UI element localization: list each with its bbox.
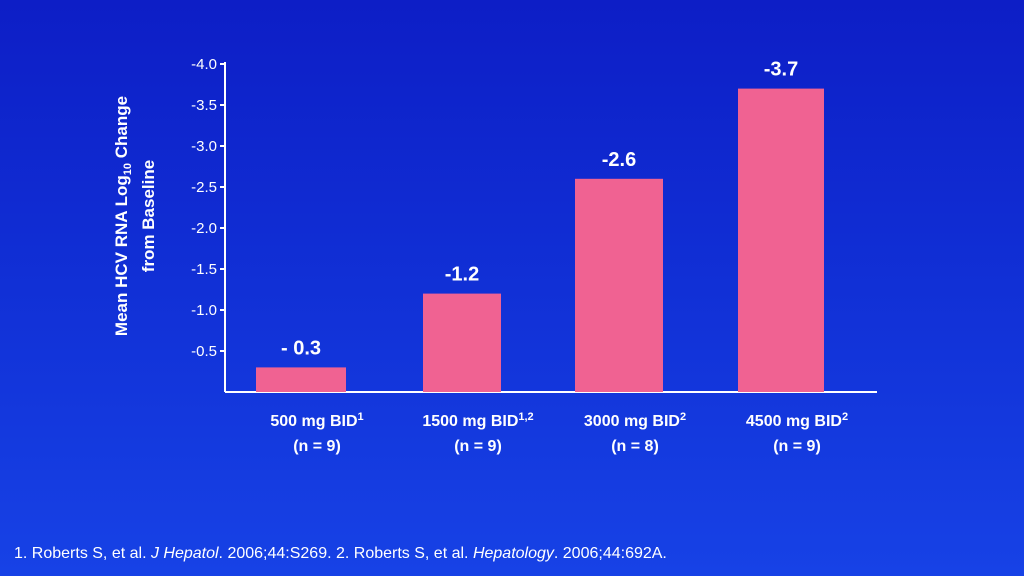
y-tick-label: -3.0 (191, 138, 217, 155)
reference-1-authors: 1. Roberts S, et al. (14, 545, 151, 562)
references-footnote: 1. Roberts S, et al. J Hepatol. 2006;44:… (14, 545, 667, 563)
y-tick-label: -1.5 (191, 261, 217, 278)
bar-value-label: -3.7 (764, 59, 798, 81)
reference-2-journal: Hepatology (472, 545, 554, 562)
labels: - 0.3 500 mg BID1 (n = 9) -1.2 1500 mg BID1,… (270, 59, 848, 455)
bar (738, 88, 824, 392)
y-tick-label: -3.5 (191, 97, 217, 114)
y-tick-label: -0.5 (191, 343, 217, 360)
category-label: 3000 mg BID2 (584, 411, 686, 430)
bar-value-label: -2.6 (602, 149, 636, 171)
y-axis-label-main: Mean HCV RNA Log (112, 175, 131, 336)
category-n-label: (n = 9) (454, 438, 502, 455)
y-axis-label-line2: from Baseline (139, 160, 158, 272)
bars (256, 88, 824, 392)
category-label: 500 mg BID1 (270, 411, 363, 430)
y-axis-label-line1: Mean HCV RNA Log10 Change (112, 96, 134, 336)
y-tick-label: -2.5 (191, 179, 217, 196)
y-axis-label: Mean HCV RNA Log10 Change from Baseline (112, 96, 158, 336)
category-label: 4500 mg BID2 (746, 411, 848, 430)
bar (256, 367, 346, 392)
y-tick-label: -1.0 (191, 302, 217, 319)
bar (423, 293, 501, 392)
reference-2-rest: . 2006;44:692A. (553, 545, 667, 562)
reference-1-journal: J Hepatol (150, 545, 219, 562)
y-tick-label: -4.0 (191, 56, 217, 73)
y-axis-label-subscript: 10 (122, 163, 134, 175)
bar (575, 178, 663, 392)
y-tick-label: -2.0 (191, 220, 217, 237)
category-n-label: (n = 9) (293, 438, 341, 455)
bar-value-label: -1.2 (445, 264, 479, 286)
category-label: 1500 mg BID1,2 (422, 411, 533, 430)
category-n-label: (n = 8) (611, 438, 659, 455)
category-n-label: (n = 9) (773, 438, 821, 455)
bar-value-label: - 0.3 (281, 337, 321, 359)
y-axis-label-end: Change (112, 96, 131, 163)
reference-1-rest: . 2006;44:S269. 2. Roberts S, et al. (218, 545, 473, 562)
